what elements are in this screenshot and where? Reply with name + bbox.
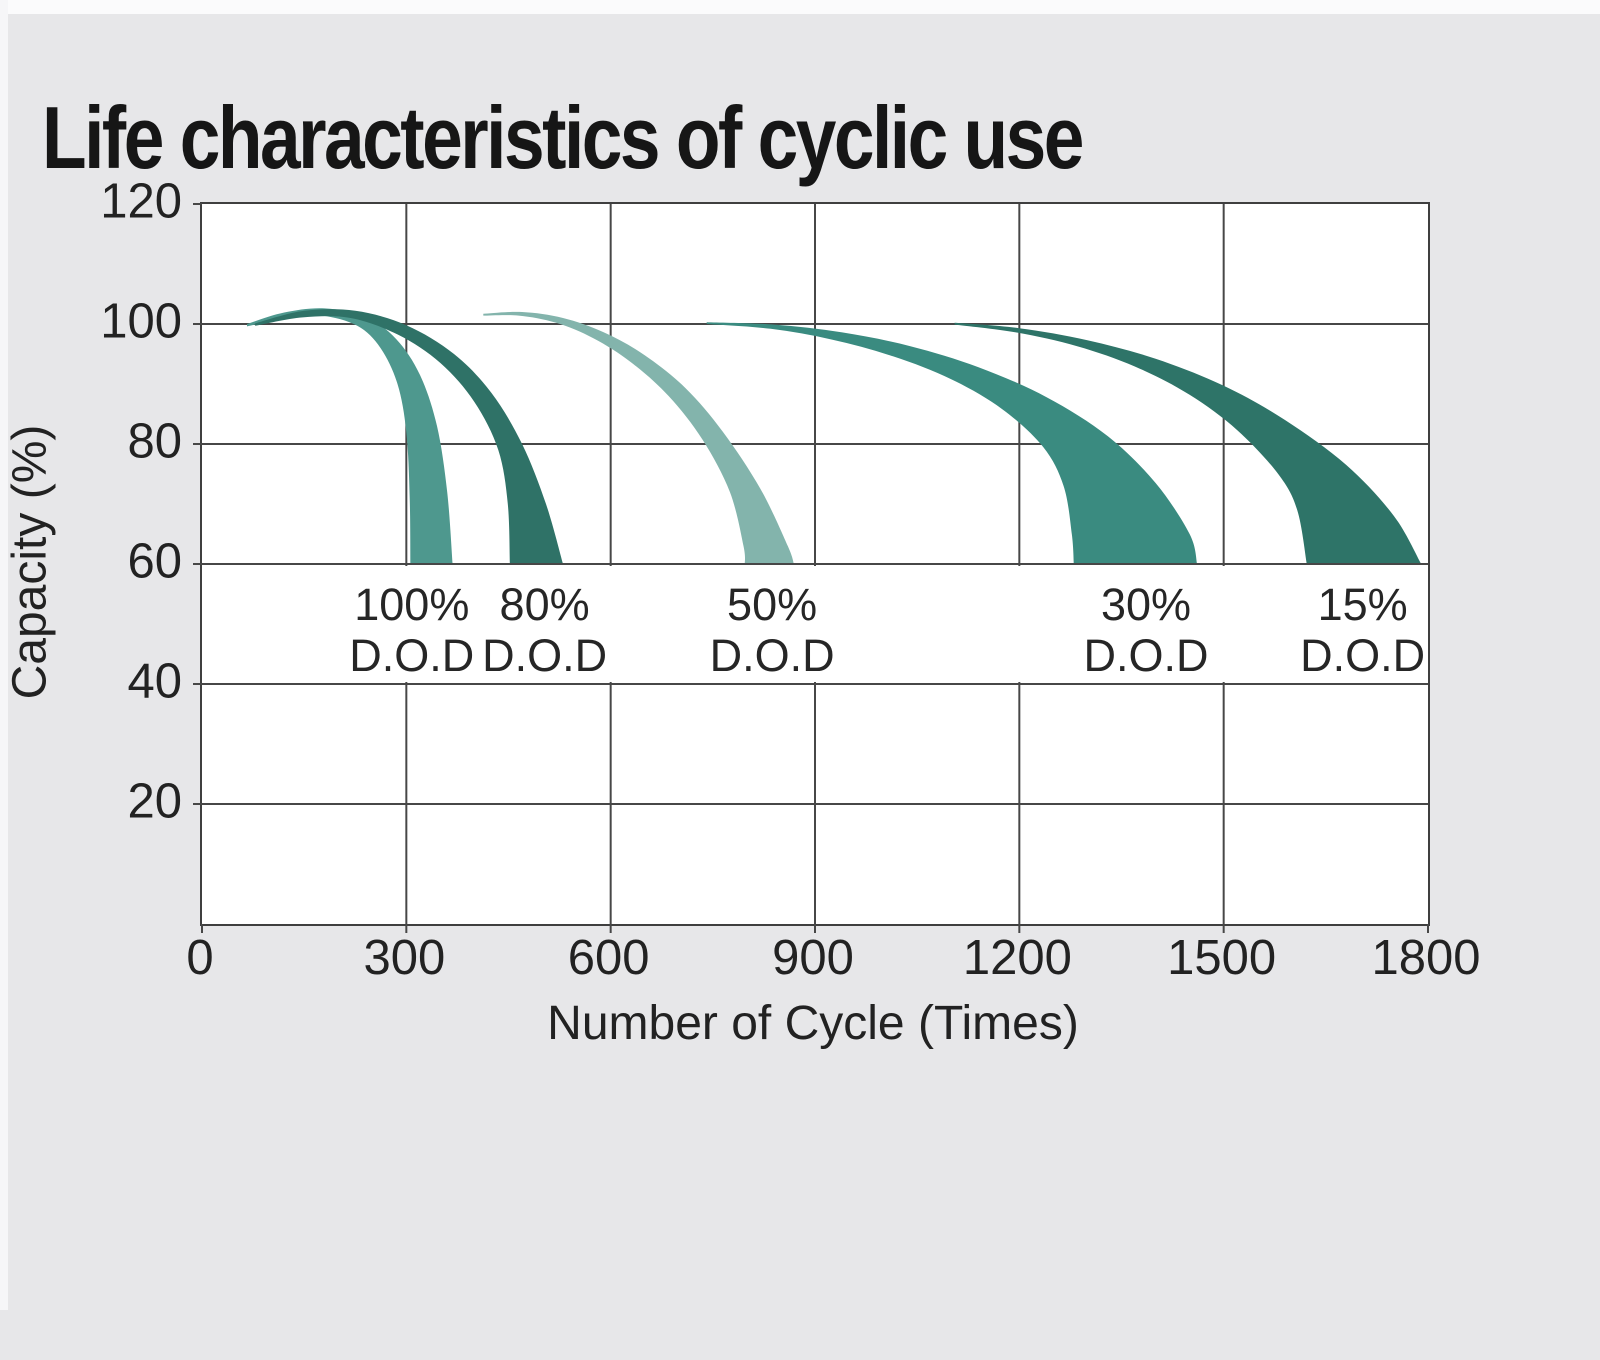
dod-label-50: 50% D.O.D [710, 579, 835, 681]
y-axis: 120 100 80 60 40 20 [90, 177, 182, 922]
chart-svg: 100% D.O.D80% D.O.D 50% D.O.D 30% D.O.D 15% D.O.… [193, 203, 1429, 933]
dod-band-30 [706, 322, 1198, 564]
x-tick-label: 900 [772, 931, 854, 985]
x-tick-label: 300 [363, 931, 446, 985]
x-tick-label: 1200 [962, 931, 1072, 985]
dod-label-15: 15% D.O.D [1300, 579, 1425, 681]
plot-area: 100% D.O.D 80% D.O.D 50% D.O.D 30% D.O.D 15% D.O.… [193, 202, 1430, 933]
page-title: Life characteristics of cyclic use [42, 87, 1084, 187]
dod-band-100 [247, 308, 453, 564]
dod-label-80: 80% D.O.D [482, 579, 607, 681]
left-strip [0, 0, 8, 1310]
y-tick-label: 100 [100, 294, 182, 349]
x-axis-title: Number of Cycle (Times) [547, 997, 1079, 1050]
x-tick-label: 1500 [1167, 931, 1277, 985]
x-tick-label: 600 [567, 931, 650, 985]
y-tick-label: 20 [127, 774, 182, 829]
y-tick-label: 80 [127, 414, 182, 469]
dod-label-30: 30% D.O.D [1084, 579, 1209, 681]
x-tick-label: 0 [186, 931, 214, 985]
dod-label-100: 100% D.O.D [349, 579, 474, 681]
y-tick-label: 60 [127, 534, 182, 589]
dod-band-50 [483, 311, 794, 564]
x-axis: 0 300 600 900 1200 1500 1800 [186, 931, 1480, 994]
dod-band-80 [255, 309, 563, 564]
x-tick-label: 1800 [1371, 931, 1481, 985]
dod-bands [247, 308, 1422, 564]
dod-band-15 [954, 322, 1422, 564]
dod-label-band [202, 566, 1428, 682]
top-strip [0, 0, 1600, 14]
y-tick-label: 120 [100, 174, 182, 229]
y-tick-label: 40 [127, 654, 182, 709]
y-axis-title: Capacity (%) [3, 424, 57, 700]
